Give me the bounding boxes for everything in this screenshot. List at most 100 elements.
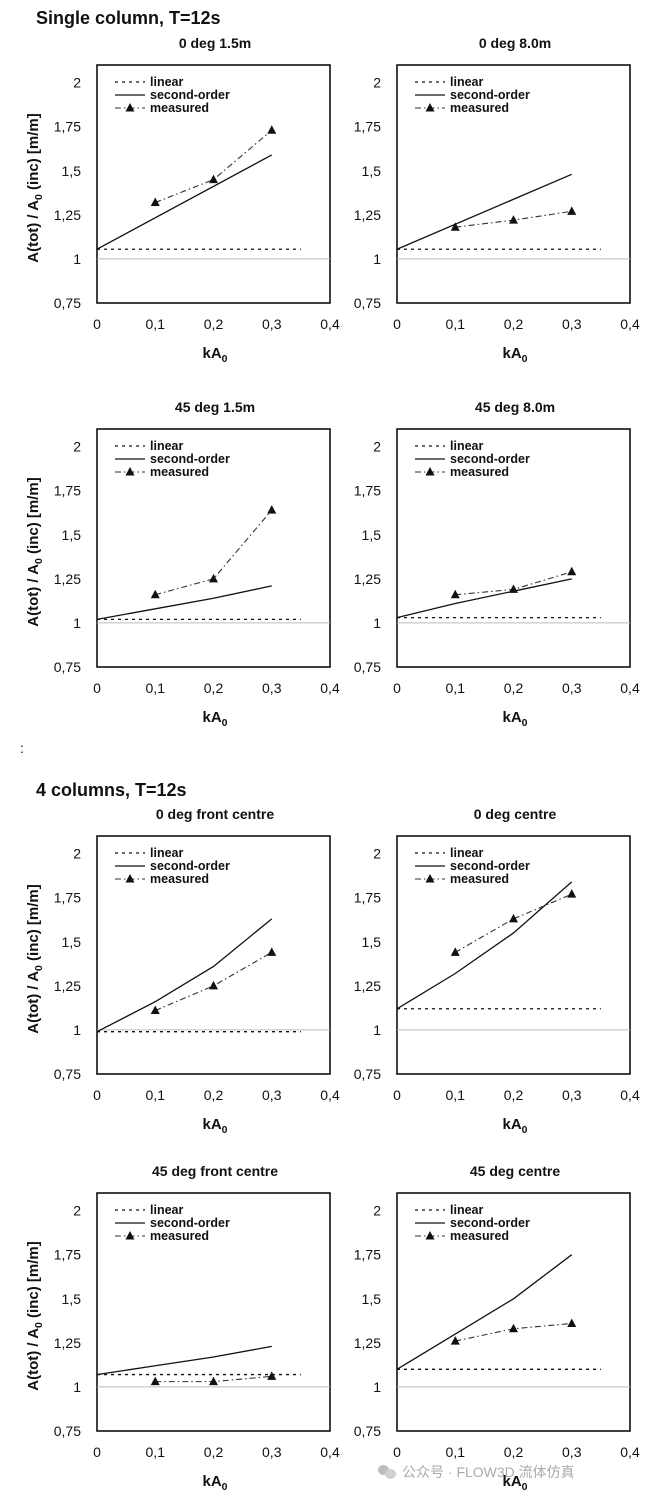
legend-label: measured <box>450 101 509 115</box>
x-tick-label: 0,4 <box>320 316 340 332</box>
y-tick-label: 1,75 <box>354 483 381 499</box>
chart-title: 45 deg 1.5m <box>175 399 255 415</box>
y-tick-label: 1 <box>73 1022 81 1038</box>
legend-label: measured <box>150 465 209 479</box>
y-tick-label: 1 <box>373 615 381 631</box>
x-tick-label: 0,4 <box>320 1444 340 1460</box>
plot-frame <box>96 1192 331 1432</box>
x-tick-label: 0,1 <box>146 316 166 332</box>
y-tick-label: 1,25 <box>354 207 381 223</box>
y-tick-label: 1,5 <box>62 163 82 179</box>
chart-title: 45 deg 8.0m <box>475 399 555 415</box>
y-tick-label: 1,75 <box>54 890 81 906</box>
legend-label: measured <box>150 872 209 886</box>
y-tick-label: 1 <box>373 1022 381 1038</box>
section-title-four-columns: 4 columns, T=12s <box>36 780 187 800</box>
legend-label: second-order <box>450 88 530 102</box>
legend-label: linear <box>150 1203 183 1217</box>
y-tick-label: 1,5 <box>62 1291 82 1307</box>
y-tick-label: 1,25 <box>354 1335 381 1351</box>
y-tick-label: 1,75 <box>354 1247 381 1263</box>
x-tick-label: 0,2 <box>504 1444 524 1460</box>
y-tick-label: 1,5 <box>362 527 382 543</box>
series-measured-line <box>454 893 572 953</box>
x-axis-label: kA0 <box>502 1473 527 1493</box>
y-tick-label: 2 <box>73 75 81 91</box>
x-tick-label: 0 <box>393 316 401 332</box>
x-axis-label: kA0 <box>202 1116 227 1136</box>
chart-title: 0 deg front centre <box>156 806 274 822</box>
measured-point <box>567 1318 577 1327</box>
measured-point <box>150 589 160 599</box>
chart-0deg-8-0m: 0 deg 8.0m 0,75 1 1,25 1,5 1,75 2 0 0,1 0,2 0,3 0,4… <box>354 35 640 365</box>
measured-point <box>267 947 277 956</box>
x-tick-label: 0 <box>93 1444 101 1460</box>
y-tick-label: 1,5 <box>362 1291 382 1307</box>
legend-measured-marker <box>125 874 135 883</box>
legend-label: second-order <box>450 452 530 466</box>
series-second-order-line <box>96 1345 272 1376</box>
legend-label: linear <box>150 75 183 89</box>
section-title-single-column: Single column, T=12s <box>36 8 221 28</box>
x-tick-label: 0 <box>393 680 401 696</box>
y-tick-label: 1,5 <box>362 934 382 950</box>
chart-title: 0 deg 8.0m <box>479 35 551 51</box>
legend-label: second-order <box>150 88 230 102</box>
y-tick-label: 2 <box>73 439 81 455</box>
x-tick-label: 0,4 <box>620 1444 640 1460</box>
y-tick-label: 1 <box>373 251 381 267</box>
x-tick-label: 0,2 <box>204 1444 224 1460</box>
x-tick-label: 0 <box>393 1087 401 1103</box>
x-tick-label: 0,2 <box>504 316 524 332</box>
y-tick-label: 0,75 <box>54 1423 81 1439</box>
plot-frame <box>96 835 331 1075</box>
y-tick-label: 1,5 <box>62 527 82 543</box>
y-tick-label: 1,5 <box>362 163 382 179</box>
y-axis-label: A(tot) / A0 (inc) [m/m] <box>25 113 45 262</box>
x-tick-label: 0,1 <box>446 1444 466 1460</box>
y-tick-label: 1,25 <box>354 571 381 587</box>
x-tick-label: 0 <box>93 680 101 696</box>
legend-label: second-order <box>450 859 530 873</box>
y-tick-label: 2 <box>73 846 81 862</box>
x-tick-label: 0,2 <box>204 680 224 696</box>
chart-title: 0 deg 1.5m <box>179 35 251 51</box>
chart-45deg-8-0m: 45 deg 8.0m 0,75 1 1,25 1,5 1,75 2 0 0,1 0,2 0,3 0,… <box>354 399 640 729</box>
legend-label: measured <box>450 1229 509 1243</box>
measured-point <box>150 197 160 207</box>
x-tick-label: 0,2 <box>204 316 224 332</box>
y-tick-label: 1,75 <box>354 890 381 906</box>
legend-measured-marker <box>125 1231 135 1240</box>
measured-point <box>509 913 518 923</box>
x-tick-label: 0,4 <box>320 1087 340 1103</box>
x-tick-label: 0,1 <box>446 1087 466 1103</box>
y-tick-label: 1 <box>73 1379 81 1395</box>
x-axis-label: kA0 <box>202 709 227 729</box>
measured-point <box>267 125 277 134</box>
measured-point <box>150 1376 160 1386</box>
chart-45deg-centre: 45 deg centre 0,75 1 1,25 1,5 1,75 2 0 0,1 0,2 0,3… <box>354 1163 640 1493</box>
measured-point <box>209 1376 218 1386</box>
x-tick-label: 0,3 <box>562 1087 582 1103</box>
legend-label: linear <box>150 439 183 453</box>
y-tick-label: 1,75 <box>54 119 81 135</box>
measured-point <box>567 206 577 215</box>
stray-mark: : <box>20 740 24 756</box>
x-axis-label: kA0 <box>502 345 527 365</box>
y-tick-label: 1,25 <box>54 207 81 223</box>
y-tick-label: 1,25 <box>54 978 81 994</box>
y-tick-label: 2 <box>373 846 381 862</box>
legend-measured-marker <box>125 103 135 112</box>
legend-label: linear <box>150 846 183 860</box>
measured-point <box>509 584 518 593</box>
y-tick-label: 1 <box>73 615 81 631</box>
chart-45deg-front-centre: 45 deg front centre 0,75 1 1,25 1,5 1,75 2 0 0,1… <box>25 1163 340 1493</box>
y-tick-label: 1 <box>73 251 81 267</box>
measured-point <box>567 889 577 898</box>
y-tick-label: 1,25 <box>354 978 381 994</box>
legend-label: second-order <box>150 452 230 466</box>
measured-point <box>209 174 218 184</box>
chart-title: 0 deg centre <box>474 806 557 822</box>
chart-title: 45 deg front centre <box>152 1163 278 1179</box>
plot-frame <box>396 428 631 668</box>
